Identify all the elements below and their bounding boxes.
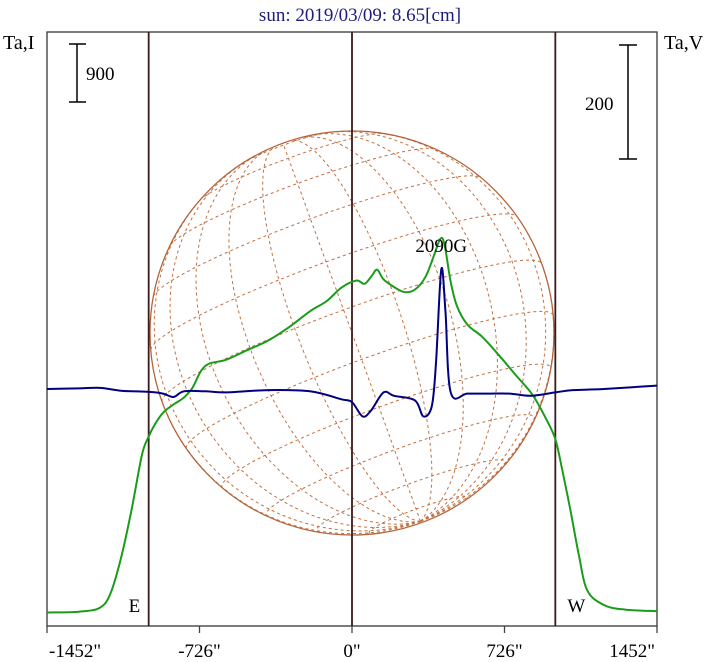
longitude-line — [161, 401, 421, 535]
x-tick-label: 1452" — [609, 641, 655, 662]
latitude-line — [185, 310, 554, 449]
latitude-line — [315, 459, 507, 533]
field-annotation: 2090G — [415, 236, 467, 257]
longitude-line — [228, 148, 421, 523]
x-tick-label: -1452" — [49, 641, 101, 662]
longitude-line — [195, 155, 421, 525]
x-tick-label: 0" — [343, 641, 360, 662]
limb-label: E — [129, 596, 141, 617]
longitude-line — [169, 163, 421, 529]
right-axis-label: Ta,V — [664, 32, 704, 54]
left-axis-label: Ta,I — [3, 32, 34, 54]
x-tick-label: 726" — [486, 641, 522, 662]
series-line-stokes_V — [46, 266, 658, 418]
x-axis: -1452" -726" 0" 726" 1452" — [46, 626, 658, 662]
right-scale-bar-value: 200 — [585, 94, 614, 115]
longitude-line — [262, 145, 421, 522]
series-line-stokes_I — [46, 236, 658, 614]
latitude-line — [199, 132, 384, 201]
longitude-line — [290, 139, 433, 522]
longitude-line — [282, 143, 422, 522]
chart-title: sun: 2019/03/09: 8.65[cm] — [259, 5, 461, 26]
right-scale-bar: 200 — [585, 44, 637, 160]
longitude-line — [420, 263, 555, 522]
latitude-line — [153, 175, 481, 297]
longitude-line — [327, 130, 527, 522]
annotation-layer: 2090G — [415, 236, 467, 257]
left-scale-bar: 900 — [69, 43, 115, 103]
left-scale-bar-value: 900 — [86, 64, 115, 85]
latitude-line — [169, 147, 436, 246]
limb-label: W — [567, 596, 585, 617]
series-layer — [46, 236, 658, 614]
latitude-line — [265, 414, 536, 517]
latitude-line — [221, 363, 552, 489]
longitude-line — [153, 192, 421, 532]
longitude-line — [373, 131, 547, 522]
x-tick-label: -726" — [178, 641, 221, 662]
